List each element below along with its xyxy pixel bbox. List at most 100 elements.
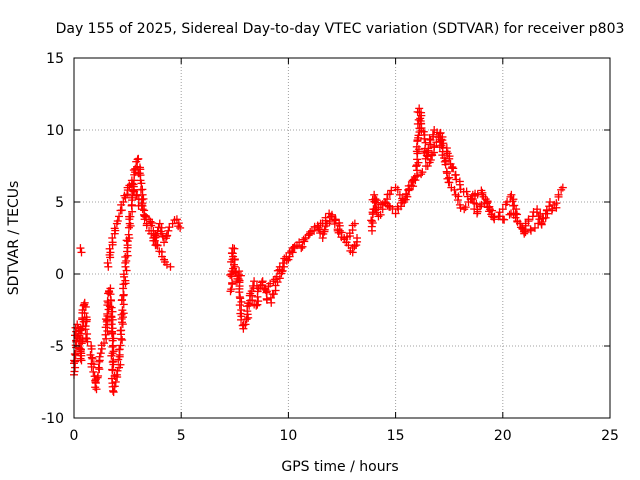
data-point xyxy=(415,104,424,113)
data-point xyxy=(121,276,130,285)
data-point xyxy=(409,182,418,191)
data-point xyxy=(133,191,142,200)
data-point xyxy=(110,224,119,233)
data-point xyxy=(367,216,376,225)
data-point xyxy=(83,337,92,346)
data-point xyxy=(95,352,104,361)
data-point xyxy=(236,294,245,303)
data-point xyxy=(133,155,142,164)
data-point xyxy=(376,210,385,219)
data-point xyxy=(227,285,236,294)
data-point xyxy=(151,230,160,239)
data-point xyxy=(138,205,147,214)
data-point xyxy=(111,377,120,386)
data-point xyxy=(262,287,271,296)
data-point xyxy=(116,341,125,350)
data-point xyxy=(483,203,492,212)
data-point xyxy=(552,203,561,212)
x-tick-label: 0 xyxy=(70,428,79,444)
data-point xyxy=(468,195,477,204)
data-point xyxy=(126,212,135,221)
data-point xyxy=(545,198,554,206)
x-tick-label: 5 xyxy=(177,428,186,444)
data-point xyxy=(537,218,546,227)
data-point xyxy=(91,383,100,392)
data-point xyxy=(411,176,420,185)
data-point xyxy=(236,271,245,280)
data-point xyxy=(242,315,251,324)
data-point xyxy=(385,190,394,199)
data-point xyxy=(353,234,362,242)
data-point xyxy=(401,195,410,204)
data-point xyxy=(107,351,116,360)
data-point xyxy=(108,315,117,324)
data-point xyxy=(511,213,520,222)
data-point xyxy=(272,272,281,281)
data-point xyxy=(273,266,282,275)
data-point xyxy=(118,320,127,329)
y-tick-label: 5 xyxy=(55,195,64,211)
data-point xyxy=(498,205,507,214)
data-point xyxy=(155,219,164,228)
x-axis-label: GPS time / hours xyxy=(281,459,398,475)
data-point xyxy=(116,326,125,335)
data-point xyxy=(137,201,146,210)
data-point xyxy=(417,170,426,179)
data-point xyxy=(300,237,309,246)
data-point xyxy=(174,222,183,231)
data-point xyxy=(256,281,265,290)
data-point xyxy=(119,300,128,309)
data-point xyxy=(507,190,516,199)
data-point xyxy=(132,190,141,199)
data-point xyxy=(442,147,451,156)
data-point xyxy=(532,208,541,217)
data-point xyxy=(235,267,244,276)
data-point xyxy=(320,227,329,236)
data-point xyxy=(391,209,400,218)
data-point xyxy=(252,301,261,310)
data-point xyxy=(116,360,125,369)
data-point xyxy=(107,303,116,312)
data-point xyxy=(115,345,124,354)
data-point xyxy=(456,203,465,212)
data-point xyxy=(248,296,257,305)
data-point xyxy=(521,228,530,237)
data-point xyxy=(166,262,175,271)
data-point xyxy=(262,295,271,304)
data-point xyxy=(413,107,422,116)
data-point xyxy=(100,339,109,348)
data-point xyxy=(164,226,173,235)
data-point xyxy=(445,178,454,187)
data-point xyxy=(449,164,458,173)
data-point xyxy=(160,238,169,247)
data-point xyxy=(321,213,330,222)
data-point xyxy=(75,343,84,352)
data-points xyxy=(70,104,567,397)
data-point xyxy=(288,244,297,253)
data-point xyxy=(239,324,248,333)
y-tick-label: 10 xyxy=(46,123,64,139)
data-point xyxy=(370,205,379,214)
data-point xyxy=(76,244,85,253)
data-point xyxy=(119,280,128,289)
data-point xyxy=(228,249,237,258)
data-point xyxy=(81,325,90,334)
data-point xyxy=(342,238,351,247)
x-tick-label: 10 xyxy=(279,428,297,444)
plot-frame xyxy=(73,57,611,419)
data-point xyxy=(516,223,525,232)
data-point xyxy=(513,217,522,226)
data-point xyxy=(393,185,402,194)
data-point xyxy=(298,242,307,251)
data-point xyxy=(285,248,294,257)
data-point xyxy=(426,155,435,164)
data-point xyxy=(295,238,304,247)
x-tick-label: 20 xyxy=(494,428,512,444)
data-point xyxy=(226,270,235,279)
y-tick-label: -5 xyxy=(50,339,64,355)
data-point xyxy=(350,242,359,251)
data-point xyxy=(109,360,118,369)
data-point xyxy=(534,219,543,228)
data-point xyxy=(76,345,85,354)
